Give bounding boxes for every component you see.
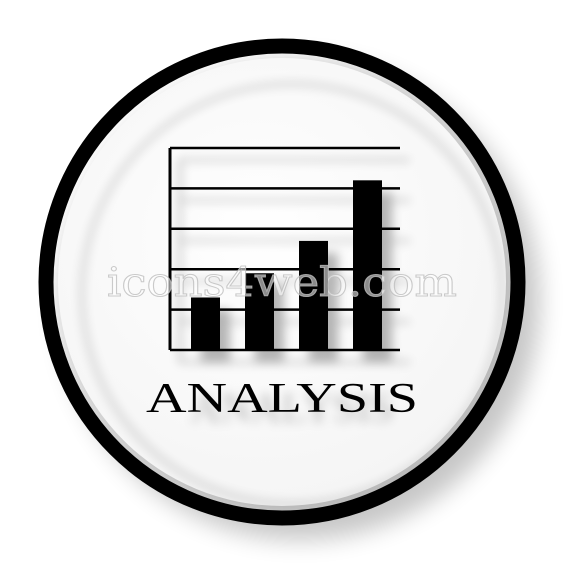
bar [299, 240, 328, 350]
analysis-label: ANALYSIS [146, 376, 418, 422]
bar [353, 180, 382, 350]
label-shadow: ANALYSIS [190, 386, 393, 432]
watermark-text: icons4web.com [107, 260, 457, 306]
bar-chart [168, 146, 400, 352]
bar [191, 297, 220, 350]
bar [245, 273, 274, 350]
inner-ring-shadow [80, 82, 504, 506]
outer-ring [38, 38, 526, 526]
